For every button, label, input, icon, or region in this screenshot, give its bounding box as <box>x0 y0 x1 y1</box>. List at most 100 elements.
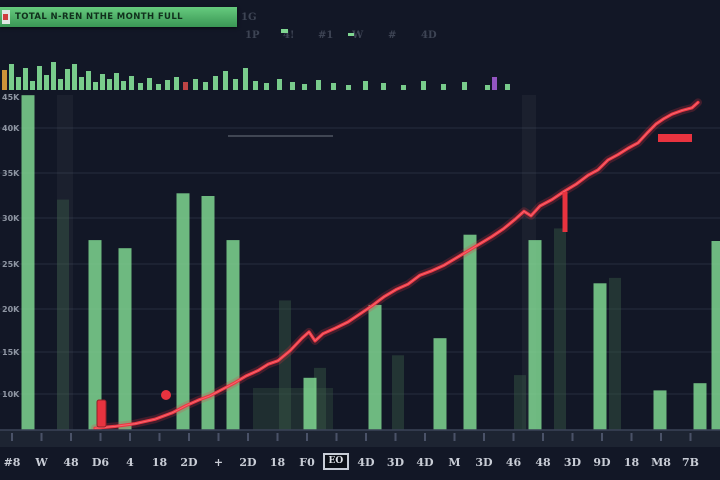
volume-bar <box>58 79 63 90</box>
y-axis-label: 45K <box>2 93 20 102</box>
x-axis-selected-badge[interactable]: EO <box>322 453 350 470</box>
dim-bar <box>554 228 566 430</box>
top-mark-glyph: 4D <box>421 30 437 41</box>
volume-bar <box>401 85 406 90</box>
volume-layer <box>2 62 510 90</box>
x-axis-label: 48 <box>535 456 551 469</box>
x-axis-strip <box>0 430 720 447</box>
volume-bar <box>23 68 28 90</box>
price-bar <box>463 234 477 430</box>
price-bar <box>593 283 607 430</box>
trend-line-highlight <box>94 101 699 429</box>
x-axis-label: 4D <box>416 456 434 469</box>
price-bar <box>201 196 215 430</box>
x-axis-label: M <box>448 456 460 469</box>
price-bar <box>21 95 35 430</box>
bar-layer <box>21 95 720 430</box>
volume-bar <box>421 81 426 90</box>
volume-bar <box>86 71 91 90</box>
volume-bar <box>51 62 56 90</box>
dim-bar <box>514 375 526 430</box>
x-axis-label: W <box>34 456 48 469</box>
volume-bar <box>165 80 170 90</box>
volume-bar <box>243 68 248 90</box>
dim-bar <box>609 277 621 430</box>
annotation-layer: 1G 1P 4! #1 W #4D <box>241 12 437 41</box>
price-bar <box>653 390 667 430</box>
x-axis-label: 7B <box>682 456 699 469</box>
volume-bar <box>203 82 208 90</box>
banner-marker-icon <box>2 10 10 24</box>
volume-bar <box>138 83 143 90</box>
price-bar <box>303 377 317 430</box>
x-axis-label: F0 <box>299 456 315 469</box>
y-axis-label: 35K <box>2 169 20 178</box>
volume-bar <box>213 76 218 90</box>
volume-bar <box>492 77 497 90</box>
volume-bar <box>16 77 21 90</box>
volume-bar <box>100 74 105 90</box>
x-axis-label: 9D <box>593 456 611 469</box>
y-axis-label: 40K <box>2 124 20 133</box>
volume-bar <box>331 83 336 90</box>
price-bar <box>528 240 542 430</box>
volume-bar <box>37 66 42 90</box>
x-axis-label: D6 <box>92 456 110 469</box>
volume-bar <box>346 85 351 90</box>
dim-bar <box>57 199 69 430</box>
volume-bar <box>193 79 198 90</box>
price-bar <box>226 240 240 430</box>
green-tick <box>281 29 288 33</box>
volume-bar <box>174 77 179 90</box>
dim-bar <box>314 367 326 430</box>
x-axis-label: #8 <box>4 456 21 469</box>
x-axis-label: 4D <box>357 456 375 469</box>
volume-bar <box>2 70 7 90</box>
y-axis-label: 10K <box>2 390 20 399</box>
red-dot-marker <box>161 390 171 400</box>
volume-bar <box>30 81 35 90</box>
price-bar <box>88 240 102 430</box>
x-axis-label: + <box>214 456 223 469</box>
dim-bar <box>279 300 291 430</box>
y-axis-label: 15K <box>2 348 20 357</box>
green-tick <box>348 33 354 36</box>
volume-bar <box>223 71 228 90</box>
volume-bar <box>505 84 510 90</box>
volume-bar <box>114 73 119 90</box>
volume-bar <box>485 85 490 90</box>
volume-bar <box>44 75 49 90</box>
y-axis-label: 20K <box>2 305 20 314</box>
trend-line-layer <box>91 98 702 433</box>
volume-bar <box>156 84 161 90</box>
volume-bar <box>79 77 84 90</box>
top-mark-glyph: 1G <box>241 12 257 23</box>
volume-bar <box>183 82 188 90</box>
volume-bar <box>65 69 70 90</box>
volume-bar <box>264 83 269 90</box>
chart-title: TOTAL N-REN NTHE MONTH FULL <box>15 12 183 22</box>
x-axis-label: 3D <box>564 456 582 469</box>
x-axis-label: M8 <box>651 456 671 469</box>
volume-bar <box>233 79 238 90</box>
y-axis-label: 25K <box>2 260 20 269</box>
top-mark-glyph: W <box>351 30 364 41</box>
x-axis-label: 18 <box>624 456 640 469</box>
x-axis-layer: #8 W 48 D6 4 18 2D +2D 18 F0 4D 3D 4D M 3D 46 48 3D 9D 18 M8… <box>0 429 720 469</box>
red-dash-marker <box>658 134 692 142</box>
volume-bar <box>277 79 282 90</box>
price-bar <box>433 338 447 430</box>
volume-bar <box>253 81 258 90</box>
volume-bar <box>72 64 77 90</box>
volume-bar <box>93 82 98 90</box>
top-mark-glyph: 4! <box>283 30 294 41</box>
x-axis-label: 18 <box>152 456 168 469</box>
volume-bar <box>9 64 14 90</box>
red-stub-marker <box>96 399 107 428</box>
volume-bar <box>121 81 126 90</box>
highlight-band <box>57 95 73 430</box>
x-axis-label: 18 <box>270 456 286 469</box>
x-axis-label: 4 <box>126 456 134 469</box>
volume-bar <box>462 82 467 90</box>
